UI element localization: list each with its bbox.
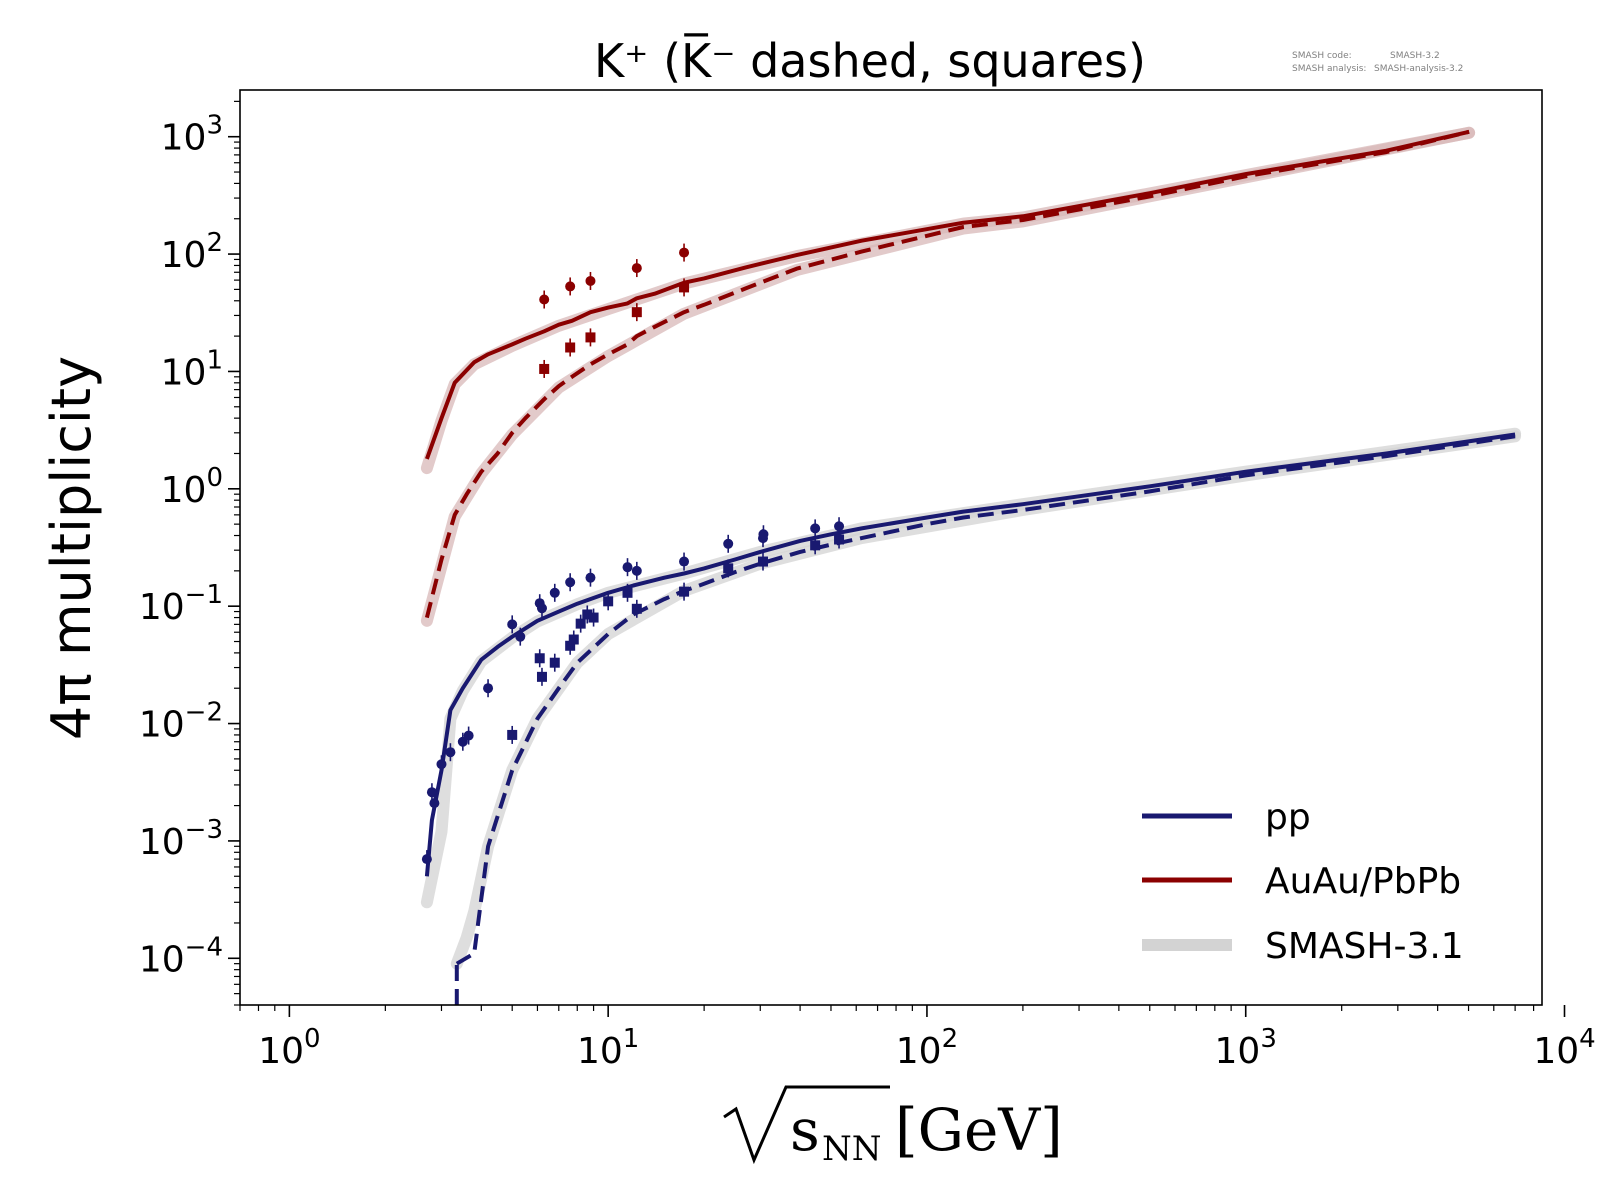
- marker-pp-k-: [549, 657, 560, 668]
- marker-pp-k-: [723, 563, 734, 574]
- marker-auau-pbpb-k-: [679, 247, 690, 258]
- marker-pp-k-: [549, 587, 560, 598]
- marker-pp-k-: [536, 603, 547, 614]
- x-axis-label: s NN [GeV]: [723, 1085, 1063, 1169]
- chart-title: K⁺ (K̅⁻ dashed, squares): [594, 33, 1146, 88]
- marker-auau-pbpb-k-: [539, 294, 550, 305]
- code-info-label-1: SMASH code:: [1292, 51, 1352, 61]
- marker-pp-k-: [515, 631, 526, 642]
- legend-label-auau: AuAu/PbPb: [1265, 861, 1461, 902]
- marker-pp-k-: [679, 556, 690, 567]
- marker-pp-k-: [421, 854, 432, 865]
- x-axis-label-radical: [723, 1085, 890, 1165]
- legend: pp AuAu/PbPb SMASH-3.1: [1142, 797, 1464, 967]
- marker-pp-k-: [463, 730, 474, 741]
- marker-pp-k-: [834, 534, 845, 545]
- marker-auau-pbpb-k-: [565, 342, 576, 353]
- x-tick-label: 101: [577, 1024, 639, 1072]
- code-info-value-1: SMASH-3.2: [1390, 51, 1440, 61]
- marker-pp-k-: [585, 572, 596, 583]
- marker-auau-pbpb-k-: [585, 275, 596, 286]
- marker-pp-k-: [810, 523, 821, 534]
- marker-pp-k-: [757, 556, 768, 567]
- marker-pp-k-: [445, 747, 456, 758]
- marker-pp-k-: [834, 521, 845, 532]
- marker-auau-pbpb-k-: [565, 281, 576, 292]
- line-pp-k--solid: [424, 432, 1516, 877]
- marker-pp-k-: [436, 759, 447, 770]
- data-markers: [421, 243, 845, 869]
- marker-pp-k-: [483, 683, 494, 694]
- x-axis-label-sub: NN: [822, 1129, 882, 1169]
- y-tick-label: 10−3: [139, 815, 223, 863]
- marker-pp-k-: [631, 565, 642, 576]
- marker-pp-k-: [565, 640, 576, 651]
- legend-label-pp: pp: [1265, 797, 1311, 838]
- marker-pp-k-: [565, 577, 576, 588]
- marker-pp-k-: [723, 538, 734, 549]
- marker-pp-k-: [507, 729, 518, 740]
- code-info-label-2: SMASH analysis:: [1292, 64, 1366, 74]
- marker-auau-pbpb-k-: [679, 282, 690, 293]
- line-pp-k--dashed: [455, 434, 1516, 966]
- marker-pp-k-: [582, 609, 593, 620]
- y-axis-label: 4π multiplicity: [40, 356, 103, 740]
- y-tick-label: 102: [161, 228, 223, 276]
- plot-area-frame: [239, 89, 1543, 1006]
- code-info: SMASH code: SMASH-3.2 SMASH analysis: SM…: [1292, 51, 1463, 74]
- marker-pp-k-: [603, 596, 614, 607]
- marker-pp-k-: [679, 586, 690, 597]
- marker-pp-k-: [622, 587, 633, 598]
- marker-auau-pbpb-k-: [631, 307, 642, 318]
- marker-pp-k-: [507, 619, 518, 630]
- line-auau-pbpb-k--solid: [425, 129, 1470, 460]
- marker-pp-k-: [631, 603, 642, 614]
- line-auau-pbpb-k--dashed: [424, 129, 1470, 619]
- x-axis-label-var: s: [790, 1096, 820, 1164]
- x-axis-label-unit: [GeV]: [895, 1096, 1063, 1164]
- legend-label-smash: SMASH-3.1: [1265, 926, 1464, 967]
- marker-pp-k-: [426, 787, 437, 798]
- marker-pp-k-: [810, 540, 821, 551]
- band-smash-3-1-k-: [450, 430, 1522, 970]
- marker-pp-k-: [758, 529, 769, 540]
- y-tick-label: 10−1: [139, 580, 223, 628]
- marker-pp-k-: [568, 634, 579, 645]
- marker-pp-k-: [622, 562, 633, 573]
- marker-pp-k-: [536, 671, 547, 682]
- code-info-value-2: SMASH-analysis-3.2: [1374, 64, 1463, 74]
- marker-pp-k-: [588, 612, 599, 623]
- marker-pp-k-: [429, 798, 440, 809]
- model-lines: [424, 129, 1516, 1005]
- marker-auau-pbpb-k-: [539, 363, 550, 374]
- y-tick-label: 103: [161, 111, 223, 159]
- marker-auau-pbpb-k-: [585, 332, 596, 343]
- marker-auau-pbpb-k-: [631, 263, 642, 274]
- marker-pp-k-: [575, 618, 586, 629]
- marker-pp-k-: [534, 653, 545, 664]
